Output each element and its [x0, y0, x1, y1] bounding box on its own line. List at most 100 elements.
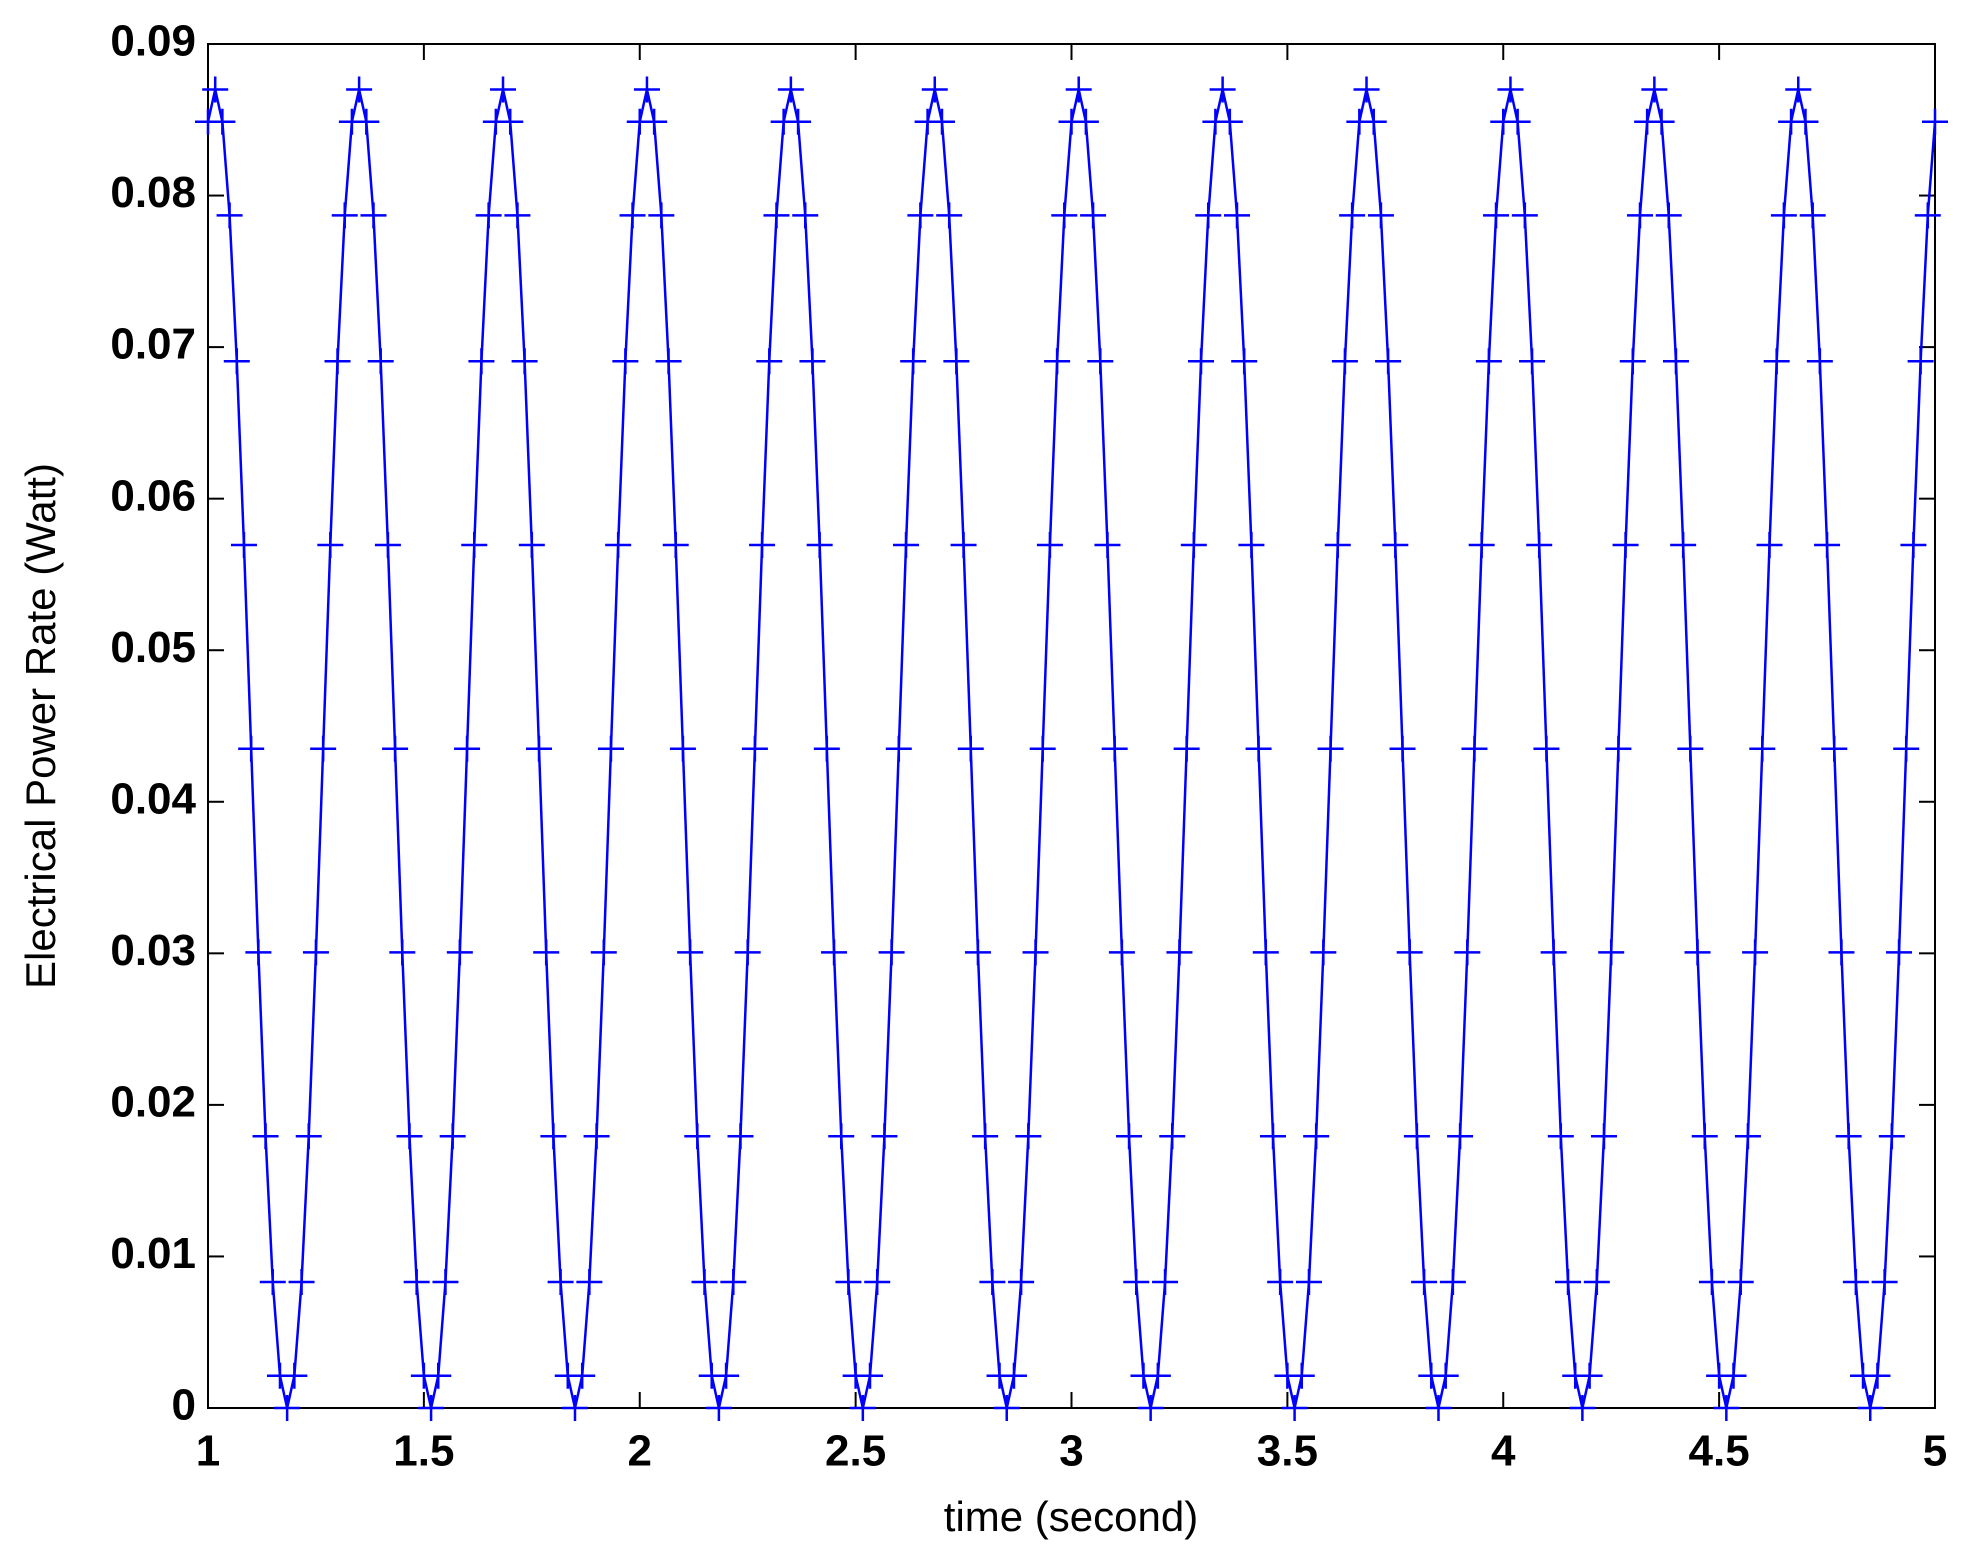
marker — [216, 202, 243, 229]
marker — [964, 939, 991, 966]
marker — [403, 1269, 430, 1296]
marker — [1317, 735, 1344, 762]
marker — [1785, 76, 1812, 103]
marker — [662, 532, 689, 559]
marker — [425, 1362, 452, 1389]
y-tick-label: 0.01 — [110, 1229, 196, 1278]
marker — [1835, 1123, 1862, 1150]
marker — [864, 1269, 891, 1296]
marker — [1411, 1269, 1438, 1296]
marker — [871, 1123, 898, 1150]
marker — [1252, 939, 1279, 966]
marker — [1403, 1123, 1430, 1150]
marker — [1547, 1123, 1574, 1150]
marker — [655, 348, 682, 375]
marker — [957, 735, 984, 762]
marker — [1576, 1362, 1603, 1389]
marker — [1842, 1269, 1869, 1296]
marker — [590, 939, 617, 966]
marker — [936, 202, 963, 229]
marker — [511, 348, 538, 375]
marker — [518, 532, 545, 559]
marker — [547, 1269, 574, 1296]
marker — [1590, 1123, 1617, 1150]
marker — [1072, 108, 1099, 135]
marker — [1288, 1362, 1315, 1389]
marker — [1101, 735, 1128, 762]
marker — [1036, 532, 1063, 559]
marker — [777, 76, 804, 103]
marker — [245, 939, 272, 966]
x-tick-label: 1.5 — [393, 1427, 454, 1476]
marker — [1180, 532, 1207, 559]
marker — [1353, 76, 1380, 103]
marker — [1857, 1395, 1884, 1421]
x-axis-label: time (second) — [944, 1493, 1198, 1540]
marker — [1691, 1123, 1718, 1150]
y-tick-label: 0.03 — [110, 926, 196, 975]
marker — [1684, 939, 1711, 966]
marker — [209, 108, 236, 135]
marker — [1814, 532, 1841, 559]
marker — [504, 202, 531, 229]
marker — [1137, 1395, 1164, 1421]
marker — [1526, 532, 1553, 559]
marker — [1806, 348, 1833, 375]
marker — [295, 1123, 322, 1150]
marker — [1511, 202, 1538, 229]
marker — [1331, 348, 1358, 375]
y-tick-label: 0.02 — [110, 1078, 196, 1127]
marker — [1367, 202, 1394, 229]
marker — [792, 202, 819, 229]
marker — [1792, 108, 1819, 135]
marker — [1087, 348, 1114, 375]
marker — [317, 532, 344, 559]
marker — [907, 202, 934, 229]
marker — [893, 532, 920, 559]
marker — [1123, 1269, 1150, 1296]
marker — [1188, 348, 1215, 375]
marker — [583, 1123, 610, 1150]
marker — [828, 1123, 855, 1150]
marker — [813, 735, 840, 762]
marker — [1238, 532, 1265, 559]
marker — [540, 1123, 567, 1150]
marker — [1008, 1269, 1035, 1296]
marker — [396, 1123, 423, 1150]
marker — [526, 735, 553, 762]
marker — [1749, 735, 1776, 762]
marker — [1432, 1362, 1459, 1389]
marker — [230, 532, 257, 559]
marker — [749, 532, 776, 559]
marker — [1583, 1269, 1610, 1296]
marker — [288, 1269, 315, 1296]
marker — [1396, 939, 1423, 966]
marker — [1195, 202, 1222, 229]
marker — [1152, 1269, 1179, 1296]
marker — [785, 108, 812, 135]
marker — [1166, 939, 1193, 966]
marker — [1626, 202, 1653, 229]
marker — [1900, 532, 1927, 559]
marker — [1504, 108, 1531, 135]
marker — [1914, 202, 1941, 229]
marker — [1144, 1362, 1171, 1389]
marker — [346, 76, 373, 103]
marker — [468, 348, 495, 375]
marker — [1360, 108, 1387, 135]
marker — [1598, 939, 1625, 966]
marker — [439, 1123, 466, 1150]
marker — [202, 76, 229, 103]
marker — [1051, 202, 1078, 229]
marker — [1461, 735, 1488, 762]
marker — [1295, 1269, 1322, 1296]
marker — [619, 202, 646, 229]
marker — [1447, 1123, 1474, 1150]
marker — [720, 1269, 747, 1296]
marker — [1015, 1123, 1042, 1150]
marker — [331, 202, 358, 229]
marker — [1828, 939, 1855, 966]
marker — [461, 532, 488, 559]
marker — [806, 532, 833, 559]
